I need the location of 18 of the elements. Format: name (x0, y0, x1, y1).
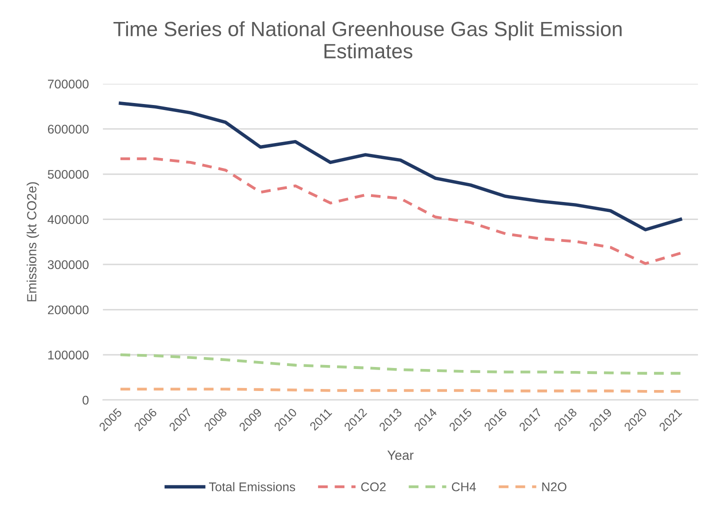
legend-label: Total Emissions (209, 482, 296, 492)
y-tick-label: 500000 (48, 170, 89, 179)
y-tick-label: 600000 (48, 124, 89, 134)
legend-label: CH4 (452, 482, 476, 492)
line-series (119, 157, 682, 265)
line-series (119, 353, 682, 375)
y-tick-label: 400000 (48, 215, 89, 224)
line-series (118, 102, 682, 232)
legend-label: CO2 (361, 482, 386, 492)
y-tick-label: 700000 (48, 80, 89, 88)
chart-title: Time Series of National Greenhouse Gas Split Emission Estimates (113, 21, 622, 58)
y-tick-label: 200000 (48, 305, 89, 314)
y-tick-label: 100000 (48, 350, 89, 360)
legend-label: N2O (542, 482, 566, 492)
x-axis-title: Year (387, 450, 414, 460)
y-axis-title: Emissions (kt CO2e) (26, 182, 39, 302)
y-tick-label: 0 (82, 396, 89, 405)
y-tick-label: 300000 (48, 260, 89, 270)
